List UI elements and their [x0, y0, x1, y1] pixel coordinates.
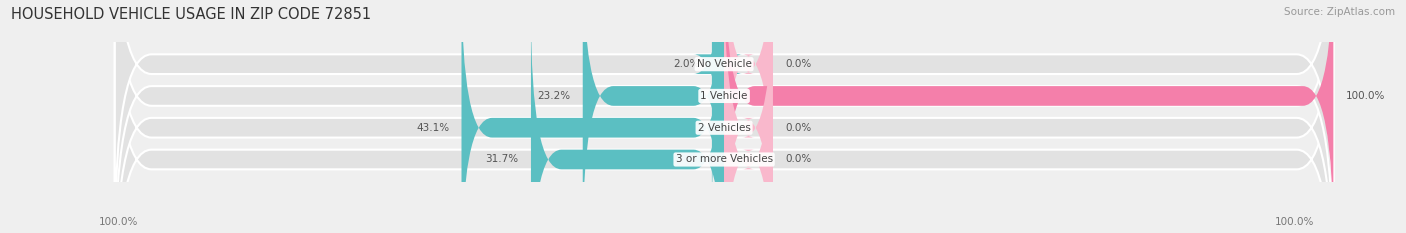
Text: 43.1%: 43.1%: [416, 123, 450, 133]
FancyBboxPatch shape: [724, 10, 773, 233]
Text: 23.2%: 23.2%: [537, 91, 571, 101]
FancyBboxPatch shape: [724, 0, 1333, 233]
Text: Source: ZipAtlas.com: Source: ZipAtlas.com: [1284, 7, 1395, 17]
Text: 2 Vehicles: 2 Vehicles: [697, 123, 751, 133]
Text: 0.0%: 0.0%: [785, 154, 811, 164]
Text: 31.7%: 31.7%: [485, 154, 519, 164]
Text: 3 or more Vehicles: 3 or more Vehicles: [675, 154, 773, 164]
Text: 100.0%: 100.0%: [1346, 91, 1385, 101]
FancyBboxPatch shape: [115, 0, 1333, 233]
FancyBboxPatch shape: [461, 0, 724, 233]
FancyBboxPatch shape: [115, 0, 1333, 233]
Text: 1 Vehicle: 1 Vehicle: [700, 91, 748, 101]
FancyBboxPatch shape: [582, 0, 724, 233]
FancyBboxPatch shape: [724, 0, 773, 213]
FancyBboxPatch shape: [724, 0, 773, 233]
FancyBboxPatch shape: [115, 0, 1333, 233]
Text: 100.0%: 100.0%: [98, 217, 138, 227]
FancyBboxPatch shape: [693, 0, 742, 213]
Text: 100.0%: 100.0%: [1275, 217, 1315, 227]
Text: 0.0%: 0.0%: [785, 59, 811, 69]
FancyBboxPatch shape: [115, 0, 1333, 233]
Text: 2.0%: 2.0%: [673, 59, 700, 69]
FancyBboxPatch shape: [531, 10, 724, 233]
Text: HOUSEHOLD VEHICLE USAGE IN ZIP CODE 72851: HOUSEHOLD VEHICLE USAGE IN ZIP CODE 7285…: [11, 7, 371, 22]
Text: No Vehicle: No Vehicle: [696, 59, 752, 69]
Text: 0.0%: 0.0%: [785, 123, 811, 133]
